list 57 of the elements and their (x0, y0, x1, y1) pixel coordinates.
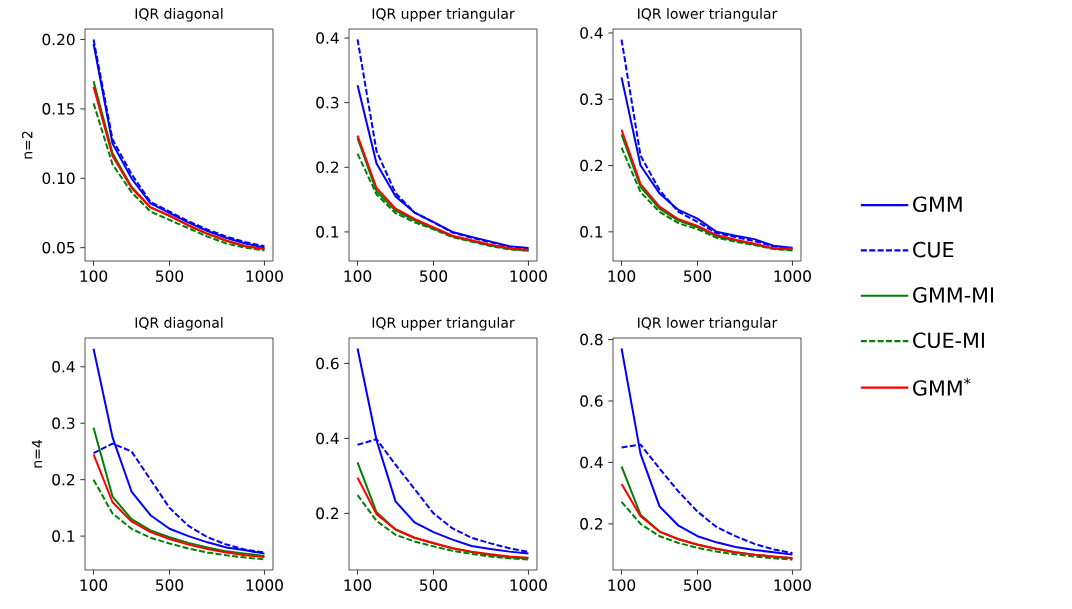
y-tick-label: 0.4 (316, 32, 339, 44)
y-tick-label: 0.4 (580, 456, 603, 469)
y-tick-label: 0.8 (580, 333, 603, 346)
chart-title: IQR upper triangular (372, 317, 515, 331)
x-tick-label: 1000 (510, 270, 547, 282)
x-tick-label: 100 (80, 579, 108, 591)
x-tick-label: 1000 (774, 270, 811, 282)
y-tick-label: 0.10 (42, 172, 75, 185)
x-tick-label: 1000 (510, 579, 547, 591)
line-series (92, 478, 266, 561)
y-tick-label: 0.2 (52, 473, 75, 486)
x-tick-label: 1000 (774, 579, 811, 591)
chart-title: IQR diagonal (135, 317, 223, 331)
x-tick-label: 100 (344, 270, 372, 282)
y-tick-label: 0.2 (316, 161, 339, 174)
x-tick-label: 100 (344, 579, 372, 591)
y-tick-label: 0.1 (316, 226, 339, 238)
legend-label: GMM (913, 196, 962, 213)
x-tick-label: 500 (684, 270, 712, 282)
y-tick-label: 0.3 (52, 417, 75, 430)
x-tick-label: 1000 (246, 270, 283, 282)
y-tick-label: 0.6 (580, 395, 603, 407)
line-series (620, 482, 794, 560)
y-tick-label: 0.20 (42, 33, 75, 46)
x-tick-label: 500 (684, 579, 712, 591)
chart-title: IQR lower triangular (638, 8, 778, 22)
chart-title: IQR upper triangular (372, 8, 515, 22)
chart-title: IQR lower triangular (638, 317, 778, 331)
y-tick-label: 0.6 (316, 357, 339, 370)
x-tick-label: 100 (608, 579, 636, 591)
line-series (356, 476, 530, 559)
x-tick-label: 100 (608, 270, 636, 282)
y-axis-title: n=2 (21, 131, 33, 159)
y-tick-label: 0.4 (580, 27, 603, 39)
x-tick-label: 500 (420, 579, 448, 591)
y-tick-label: 0.4 (52, 360, 75, 373)
y-tick-label: 0.4 (316, 432, 339, 445)
x-tick-label: 100 (80, 270, 108, 282)
legend-label: GMM-MI (913, 287, 994, 303)
legend-label: CUE (913, 241, 954, 258)
y-tick-label: 0.05 (42, 241, 75, 254)
legend-label: GMM$^{*}$ (913, 377, 971, 396)
legend-label: CUE-MI (913, 332, 984, 349)
y-tick-label: 0.3 (316, 96, 339, 109)
y-axis-title: n=4 (31, 440, 43, 468)
x-tick-label: 500 (156, 270, 184, 282)
y-tick-label: 0.1 (580, 226, 603, 238)
y-tick-label: 0.2 (316, 507, 339, 520)
y-tick-label: 0.15 (42, 103, 75, 115)
x-tick-label: 500 (156, 579, 184, 591)
y-tick-label: 0.2 (580, 518, 603, 530)
x-tick-label: 500 (420, 270, 448, 282)
y-tick-label: 0.2 (580, 159, 603, 172)
y-tick-label: 0.1 (52, 530, 75, 542)
chart-title: IQR diagonal (135, 8, 223, 22)
x-tick-label: 1000 (246, 579, 283, 591)
y-tick-label: 0.3 (580, 93, 603, 106)
